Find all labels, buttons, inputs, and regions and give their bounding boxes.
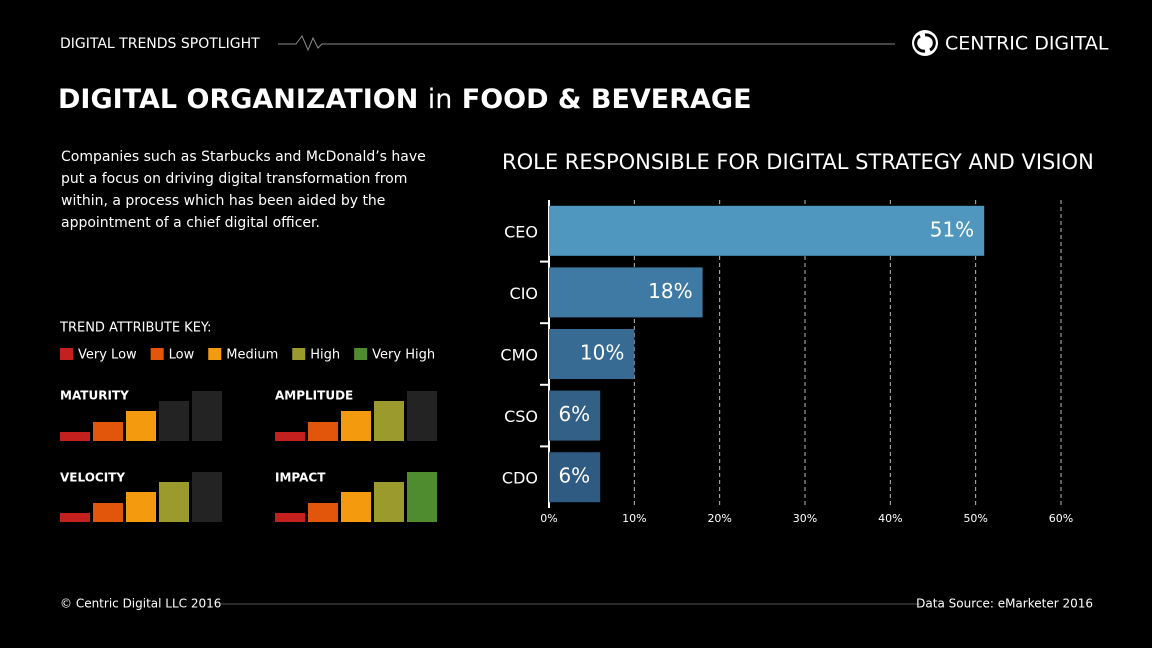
attribute-name: IMPACT: [275, 471, 326, 485]
attribute-name: MATURITY: [60, 389, 129, 403]
meter-bar: [407, 472, 437, 522]
key-swatch: [60, 348, 73, 360]
key-label: High: [310, 348, 340, 363]
copyright: © Centric Digital LLC 2016: [60, 597, 221, 611]
value-label: 10%: [580, 341, 624, 365]
y-tick-label: CSO: [504, 407, 538, 426]
y-tick-label: CIO: [510, 284, 538, 303]
key-label: Very Low: [78, 348, 137, 363]
y-tick-label: CEO: [504, 222, 538, 241]
x-tick-label: 0%: [540, 512, 557, 525]
x-tick-label: 50%: [963, 512, 987, 525]
meter-bar: [192, 472, 222, 522]
key-swatch: [292, 348, 306, 360]
title-part: in: [428, 84, 453, 115]
meter-bar: [60, 432, 90, 441]
meter-bar: [341, 492, 371, 522]
meter-bar: [308, 503, 338, 522]
meter-bar: [93, 422, 123, 441]
divider: [278, 35, 895, 52]
x-tick-label: 60%: [1049, 512, 1073, 525]
value-label: 6%: [558, 402, 590, 426]
meter-bar: [308, 422, 338, 441]
logo: [912, 30, 938, 56]
x-tick-label: 30%: [793, 512, 817, 525]
meter-bar: [407, 391, 437, 441]
meter-bar: [159, 482, 189, 522]
meter-bar: [159, 401, 189, 441]
bar: [549, 329, 635, 379]
value-label: 51%: [930, 217, 974, 241]
title-part: DIGITAL ORGANIZATION: [58, 84, 418, 115]
meter-bar: [374, 482, 404, 522]
bar: [549, 205, 985, 256]
meter-bar: [60, 513, 90, 522]
value-label: 18%: [648, 279, 692, 303]
page-title: DIGITAL ORGANIZATION in FOOD & BEVERAGE: [58, 84, 752, 115]
meter-bar: [275, 432, 305, 441]
meter-bar: [192, 391, 222, 441]
meter-bar: [93, 503, 123, 522]
meter-bar: [374, 401, 404, 441]
x-tick-label: 10%: [622, 512, 646, 525]
title-part: FOOD & BEVERAGE: [462, 84, 752, 115]
y-tick-label: CDO: [502, 469, 538, 488]
key-label: Low: [169, 348, 195, 363]
bar: [549, 390, 601, 441]
bar: [549, 452, 601, 503]
y-tick-label: CMO: [500, 346, 538, 365]
source: Data Source: eMarketer 2016: [916, 597, 1093, 611]
brand: CENTRIC DIGITAL: [945, 33, 1109, 55]
intro: Companies such as Starbucks and McDonald…: [61, 149, 426, 231]
meter-bar: [126, 411, 156, 441]
key-label: Medium: [226, 348, 278, 363]
attribute-name: VELOCITY: [60, 471, 125, 485]
key-swatch: [150, 348, 164, 360]
key-swatch: [208, 348, 222, 360]
x-tick-label: 40%: [878, 512, 902, 525]
bar: [549, 267, 703, 318]
key-title: TREND ATTRIBUTE KEY:: [59, 321, 212, 336]
meter-bar: [126, 492, 156, 522]
key-swatch: [354, 348, 368, 360]
meter-bar: [275, 513, 305, 522]
attribute-name: AMPLITUDE: [275, 389, 353, 403]
key-label: Very High: [372, 348, 435, 363]
meter-bar: [341, 411, 371, 441]
value-label: 6%: [558, 464, 590, 488]
x-tick-label: 20%: [707, 512, 731, 525]
chart-title: ROLE RESPONSIBLE FOR DIGITAL STRATEGY AN…: [502, 150, 1094, 174]
eyebrow: DIGITAL TRENDS SPOTLIGHT: [60, 36, 260, 52]
